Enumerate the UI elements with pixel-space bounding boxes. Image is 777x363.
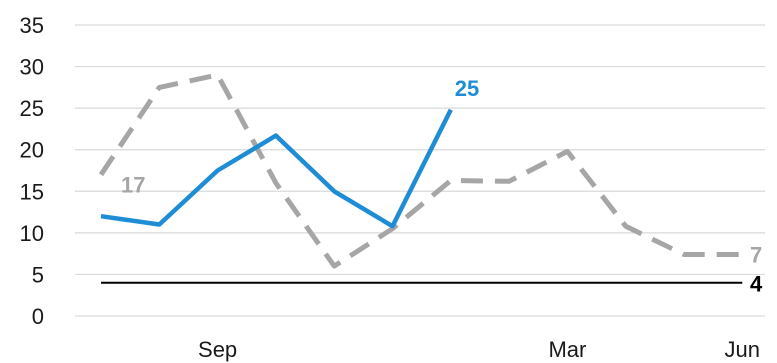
- x-tick-label: Sep: [198, 337, 237, 362]
- y-tick-label: 35: [20, 13, 44, 38]
- y-axis-tick-labels: 0 5 10 15 20 25 30 35: [20, 13, 44, 329]
- x-axis-tick-labels: Sep Mar Jun: [198, 337, 760, 362]
- y-tick-label: 0: [32, 304, 44, 329]
- y-tick-label: 15: [20, 179, 44, 204]
- data-labels: 17 7 25 4: [121, 76, 763, 297]
- x-tick-label: Jun: [725, 337, 760, 362]
- y-tick-label: 5: [32, 262, 44, 287]
- gridlines: [75, 24, 765, 317]
- y-tick-label: 25: [20, 96, 44, 121]
- x-tick-label: Mar: [548, 337, 586, 362]
- y-tick-label: 30: [20, 55, 44, 80]
- data-label: 7: [750, 242, 762, 267]
- data-label: 4: [750, 272, 763, 297]
- series-lines: [98, 72, 743, 284]
- series-line-1: [100, 108, 453, 229]
- data-label: 25: [455, 76, 479, 101]
- y-tick-label: 10: [20, 221, 44, 246]
- y-tick-label: 20: [20, 138, 44, 163]
- data-label: 17: [121, 173, 145, 198]
- series-line-0: [98, 72, 743, 269]
